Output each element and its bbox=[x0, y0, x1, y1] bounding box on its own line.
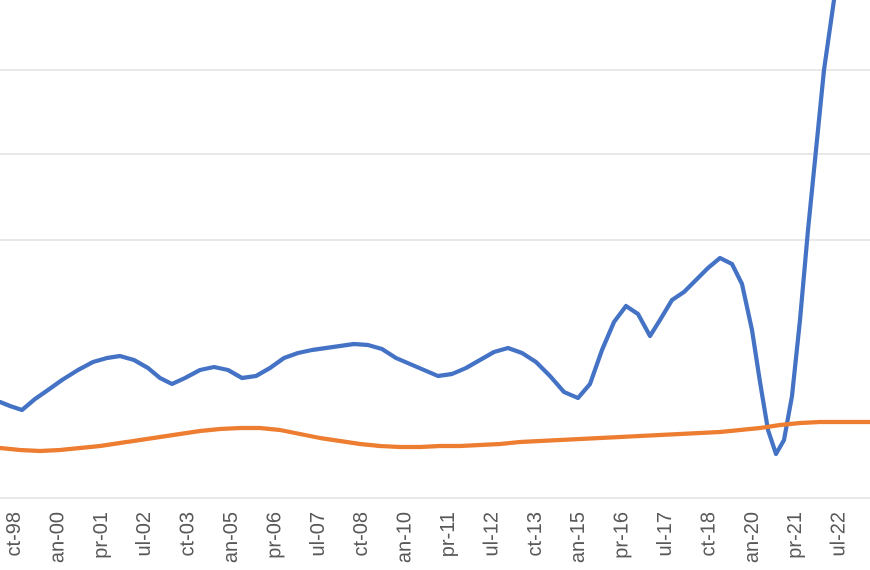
chart-svg: ct-98 an-00 pr-01 ul-02 ct-03 an-05 pr-06 ul-07… bbox=[0, 0, 870, 570]
x-label-5: an-05 bbox=[220, 512, 242, 563]
x-label-17: an-20 bbox=[741, 512, 763, 563]
x-label-6: pr-06 bbox=[263, 512, 285, 559]
x-label-19: ul-22 bbox=[828, 512, 850, 556]
x-label-0: ct-98 bbox=[3, 512, 25, 556]
x-label-7: ul-07 bbox=[307, 512, 329, 556]
x-label-8: ct-08 bbox=[350, 512, 372, 556]
x-label-18: pr-21 bbox=[784, 512, 806, 559]
x-label-11: ul-12 bbox=[480, 512, 502, 556]
line-chart: ct-98 an-00 pr-01 ul-02 ct-03 an-05 pr-06 ul-07… bbox=[0, 0, 870, 570]
x-label-12: ct-13 bbox=[524, 512, 546, 556]
x-label-3: ul-02 bbox=[133, 512, 155, 556]
x-label-10: pr-11 bbox=[437, 512, 459, 557]
x-label-1: an-00 bbox=[46, 512, 68, 563]
x-label-2: pr-01 bbox=[90, 512, 112, 559]
x-label-13: an-15 bbox=[567, 512, 589, 563]
x-label-16: ct-18 bbox=[697, 512, 719, 556]
x-label-9: an-10 bbox=[394, 512, 416, 563]
x-label-14: pr-16 bbox=[611, 512, 633, 559]
x-label-4: ct-03 bbox=[177, 512, 199, 556]
chart-background bbox=[0, 0, 870, 570]
x-label-15: ul-17 bbox=[654, 512, 676, 556]
